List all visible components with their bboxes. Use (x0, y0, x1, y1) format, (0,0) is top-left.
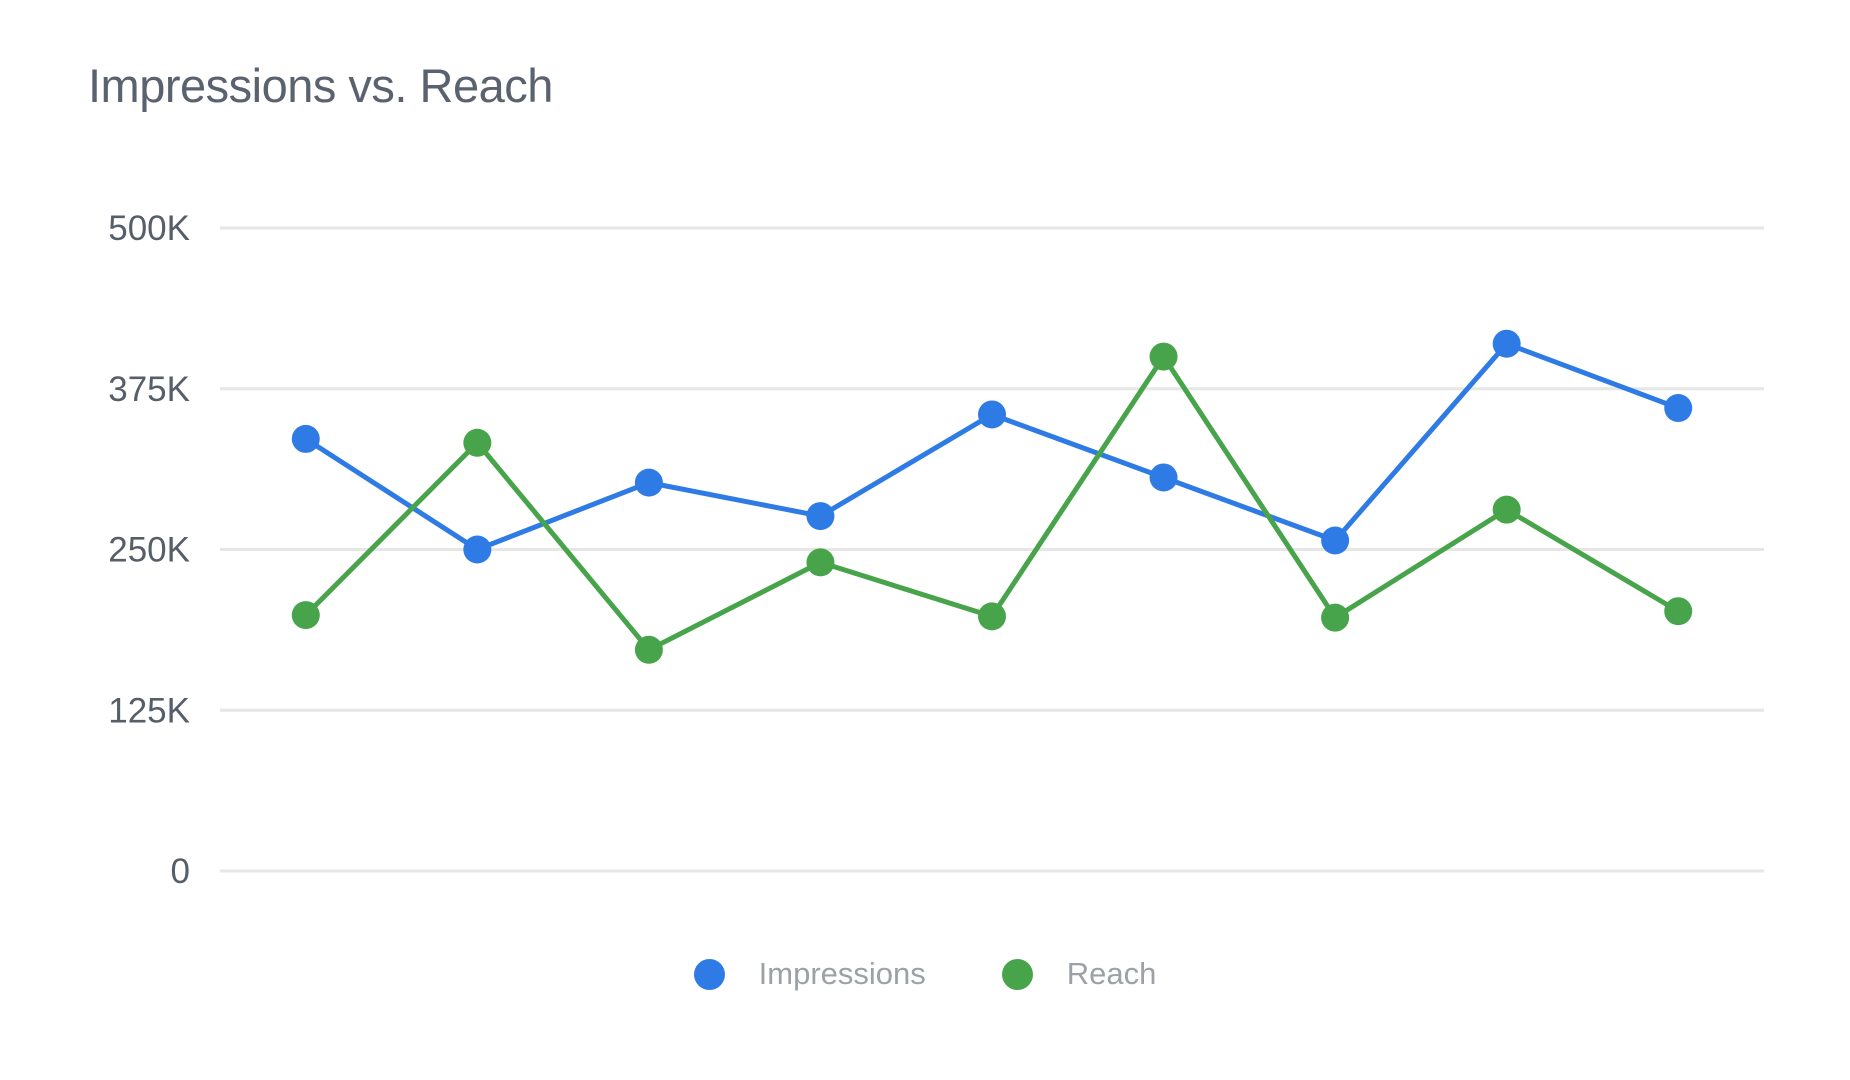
reach-legend-label: Reach (1066, 956, 1157, 991)
data-point-impressions-4[interactable] (806, 502, 835, 531)
y-tick-label-0: 0 (171, 852, 190, 891)
data-point-reach-6[interactable] (1149, 342, 1178, 371)
chart-legend: Impressions Reach (0, 956, 1850, 992)
data-point-reach-2[interactable] (463, 428, 492, 457)
data-point-impressions-3[interactable] (634, 468, 663, 497)
y-tick-label-375K: 375K (108, 370, 190, 409)
data-point-reach-1[interactable] (291, 601, 320, 630)
legend-item-reach[interactable]: Reach (1001, 956, 1157, 992)
data-point-impressions-8[interactable] (1492, 329, 1521, 358)
data-point-impressions-9[interactable] (1664, 394, 1693, 423)
data-point-impressions-2[interactable] (463, 535, 492, 564)
data-point-impressions-7[interactable] (1321, 526, 1350, 555)
legend-item-impressions[interactable]: Impressions (693, 956, 926, 992)
impressions-legend-label: Impressions (758, 956, 926, 991)
impressions-legend-marker-icon (693, 958, 725, 990)
chart-title: Impressions vs. Reach (88, 59, 553, 112)
data-point-impressions-5[interactable] (978, 400, 1006, 429)
y-tick-label-500K: 500K (108, 209, 190, 248)
reach-legend-marker-icon (1001, 958, 1033, 990)
data-point-impressions-6[interactable] (1149, 463, 1178, 492)
data-point-reach-4[interactable] (806, 548, 835, 577)
data-point-reach-7[interactable] (1321, 603, 1350, 632)
data-point-reach-5[interactable] (978, 602, 1006, 631)
y-tick-label-250K: 250K (108, 531, 190, 570)
y-tick-label-125K: 125K (108, 691, 190, 730)
data-point-reach-8[interactable] (1492, 495, 1521, 524)
data-point-impressions-1[interactable] (291, 424, 320, 453)
series-line-impressions (303, 341, 1681, 552)
data-point-reach-3[interactable] (634, 635, 663, 664)
data-point-reach-9[interactable] (1664, 597, 1693, 626)
